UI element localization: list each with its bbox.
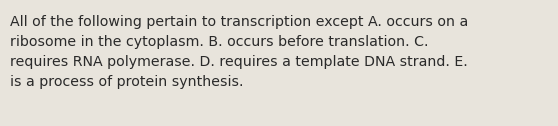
Text: All of the following pertain to transcription except A. occurs on a
ribosome in : All of the following pertain to transcri… [10, 15, 468, 89]
